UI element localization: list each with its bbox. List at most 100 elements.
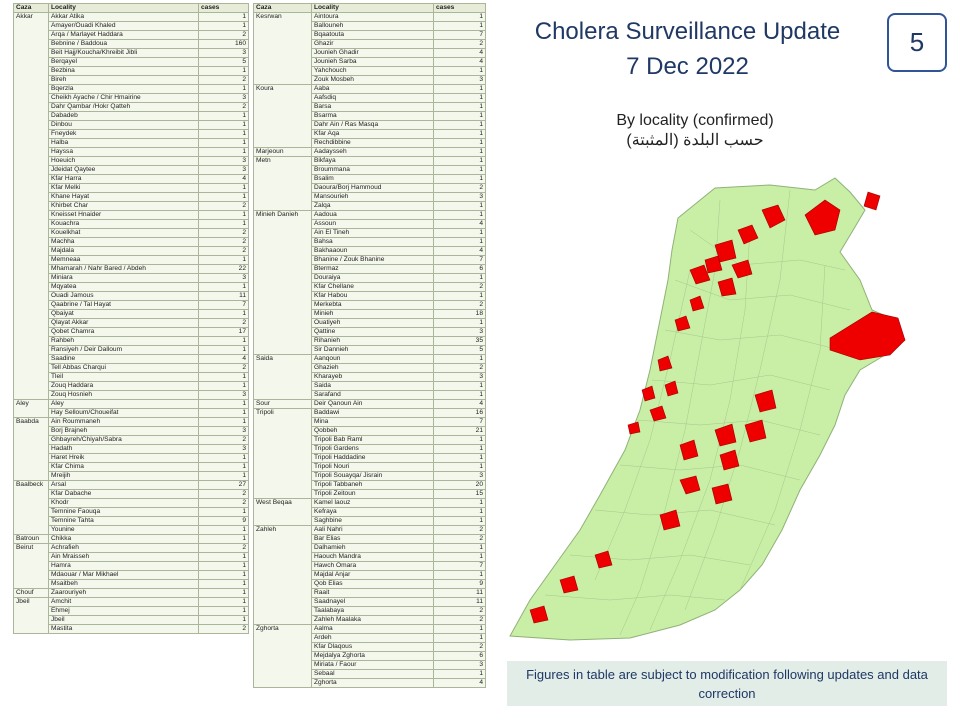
cases-cell: 1 [433,129,486,139]
locality-cell: Mreijih [48,471,199,481]
cases-cell: 1 [433,435,486,445]
table-row: Kneisset Hnaider 1 [14,210,249,220]
cases-cell: 2 [433,525,486,535]
cases-cell: 2 [198,489,249,499]
cases-cell: 1 [433,138,486,148]
locality-cell: Zouq Hosnieh [48,390,199,400]
locality-cell: Zouq Haddara [48,381,199,391]
cases-cell: 1 [198,462,249,472]
locality-cell: Saadnayel [311,597,434,607]
cases-cell: 1 [198,255,249,265]
cases-cell: 3 [433,327,486,337]
caza-cell: Minieh Danieh [253,210,312,355]
table-row: Mreijih 1 [14,471,249,481]
cases-cell: 1 [198,183,249,193]
note-text: Figures in table are subject to modifica… [526,666,928,701]
cases-cell: 2 [433,606,486,616]
locality-cell: Rechdibbine [311,138,434,148]
cases-cell: 7 [198,300,249,310]
cases-cell: 1 [433,210,486,220]
cases-cell: 1 [433,12,486,22]
cases-cell: 1 [198,561,249,571]
cases-cell: 1 [433,174,486,184]
locality-cell: Tleil [48,372,199,382]
table-row: Zouq Haddara 1 [14,381,249,391]
cases-cell: 1 [433,453,486,463]
cases-cell: 1 [198,309,249,319]
caza-cell: Akkar [13,12,49,400]
table-row: Ain Mraisseh 1 [14,552,249,562]
table-row: Miniara 3 [14,273,249,283]
cases-cell: 2 [198,75,249,85]
locality-cell: Memneaa [48,255,199,265]
cases-cell: 35 [433,336,486,346]
locality-cell: Qobet Chamra [48,327,199,337]
cases-cell: 1 [433,291,486,301]
table-row: Hayssa 1 [14,147,249,157]
cases-cell: 1 [433,102,486,112]
table-row: Bezbina 1 [14,66,249,76]
table-row: Kfar Melki 1 [14,183,249,193]
locality-arsal [829,311,906,361]
locality-cell: Kfar Harra [48,174,199,184]
table-row: Kouachra 1 [14,219,249,229]
cases-cell: 1 [198,111,249,121]
cases-cell: 2 [433,282,486,292]
table-row: Fneydek 1 [14,129,249,139]
cases-cell: 2 [198,201,249,211]
table-row: Berqayel 5 [14,57,249,67]
locality-cell: Tripoli Bab Raml [311,435,434,445]
cases-cell: 1 [198,120,249,130]
locality-cell: Bsarma [311,111,434,121]
cases-cell: 1 [198,408,249,418]
caza-cell: Kesrwan [253,12,312,85]
cases-cell: 1 [433,633,486,643]
locality-cell: Kfar Aqa [311,129,434,139]
locality-cell: Bikfaya [311,156,434,166]
locality-cell: Khane Hayat [48,192,199,202]
cases-cell: 20 [433,480,486,490]
caza-cell: Marjeoun [253,147,312,157]
cases-cell: 3 [433,372,486,382]
table-row: Amayer/Ouadi Khaled 1 [14,21,249,31]
locality-cell: Aanqoun [311,354,434,364]
cases-cell: 1 [198,399,249,409]
locality-cell: Raait [311,588,434,598]
cases-cell: 2 [433,534,486,544]
locality-cell: Achrafieh [48,543,199,553]
table-row: Khirbet Char 2 [14,201,249,211]
cases-cell: 1 [433,237,486,247]
locality-cell: Borj Brajneh [48,426,199,436]
locality-cell: Ghbayreh/Chiyah/Sabra [48,435,199,445]
locality-zahleh-saadnayel [744,419,767,443]
subtitle-arabic: حسب البلدة (المثبتة) [626,132,764,149]
locality-cell: Ain Mraisseh [48,552,199,562]
locality-akkar-west [737,224,759,245]
table-row: Saida Aanqoun 1 [253,354,486,400]
locality-cell: Aintoura [311,12,434,22]
table-row: Akkar Akkar Atika 1 [13,12,249,400]
table-row: Zghorta Aalma 1 [253,624,486,688]
caza-cell: Sour [253,399,312,409]
cases-cell: 2 [433,39,486,49]
cases-cell: 2 [198,237,249,247]
locality-tripoli [689,264,711,285]
locality-cell: Mansourieh [311,192,434,202]
table-row: Qaabrine / Tal Hayat 7 [14,300,249,310]
caza-cell: Zghorta [253,624,312,688]
caza-cell: Koura [253,84,312,148]
cases-cell: 1 [198,336,249,346]
table-row: Hay Selloum/Choueifat 1 [14,408,249,418]
cases-cell: 1 [198,66,249,76]
table-row: Msaitbeh 1 [14,579,249,589]
cases-cell: 7 [433,417,486,427]
table-row: Jbeil 1 [14,615,249,625]
cases-cell: 1 [198,525,249,535]
locality-cell: Dalhamieh [311,543,434,553]
page-title: Cholera Surveillance Update 7 Dec 2022 [505,14,870,84]
locality-qobayat [863,191,881,211]
locality-cell: Rahbeh [48,336,199,346]
cases-cell: 2 [198,435,249,445]
locality-saida [659,509,681,531]
cases-cell: 1 [433,84,486,94]
